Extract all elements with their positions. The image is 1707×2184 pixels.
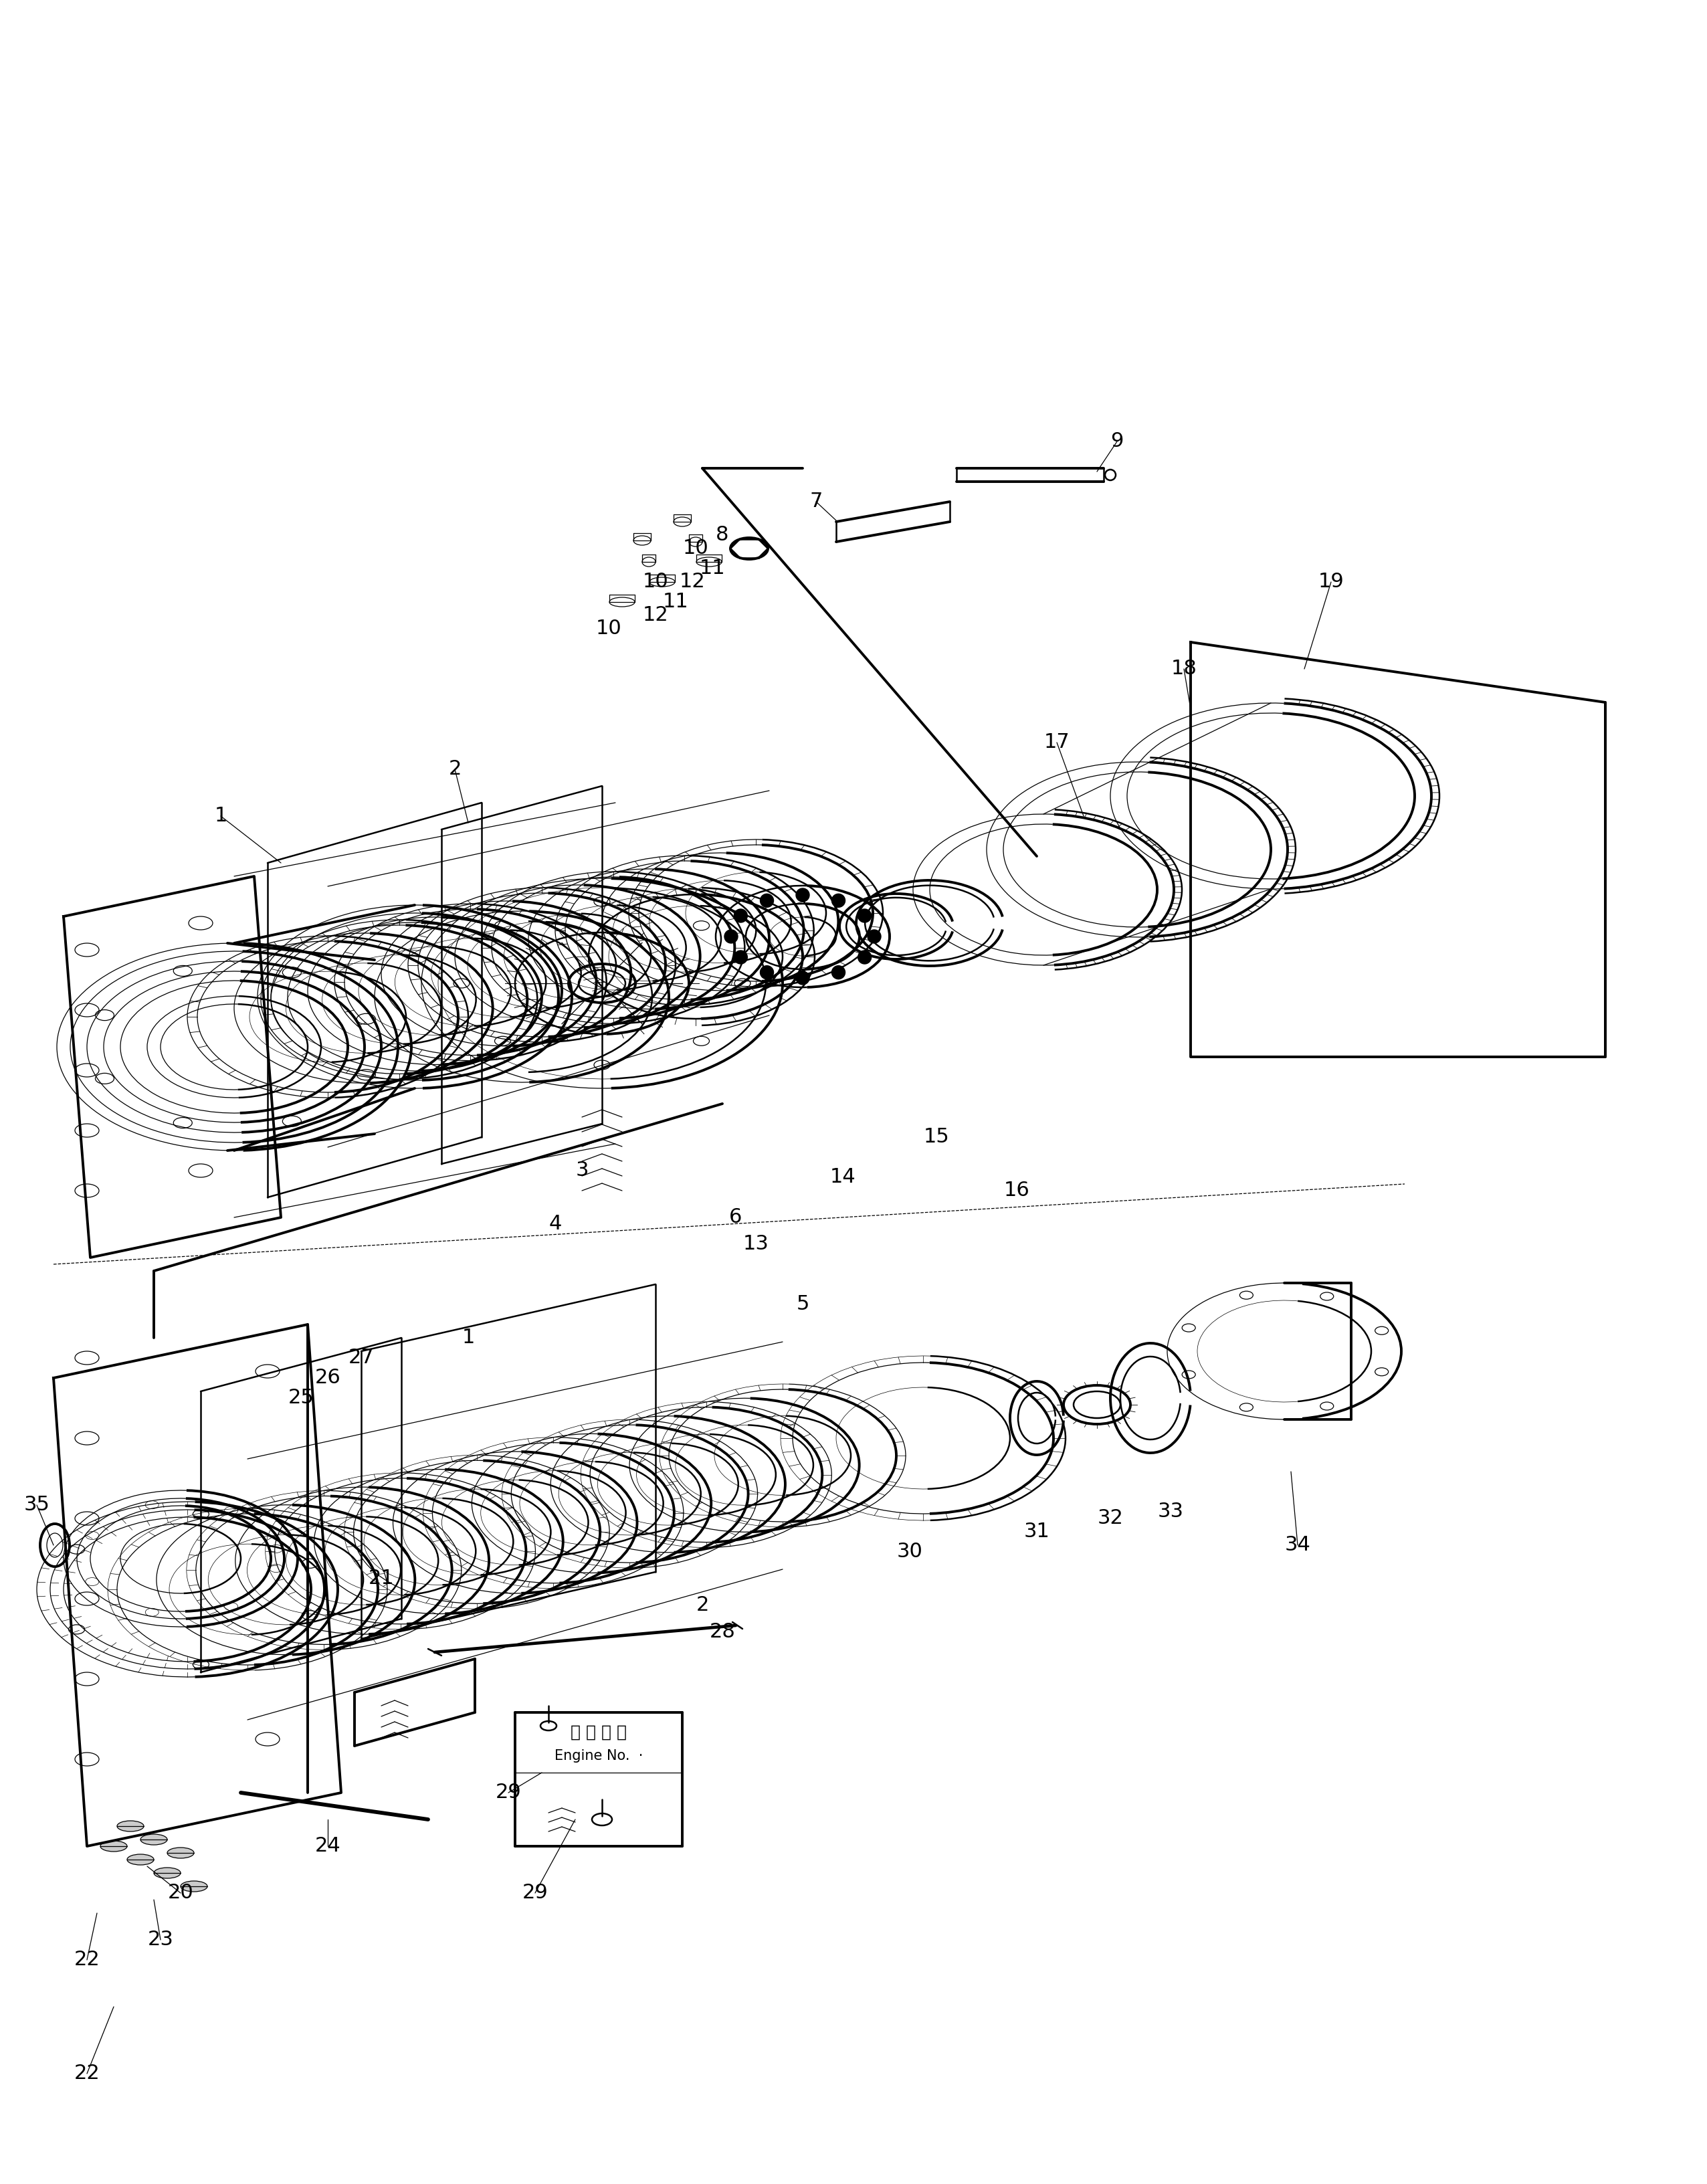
Circle shape (724, 930, 737, 943)
Text: 31: 31 (1024, 1522, 1050, 1542)
Ellipse shape (101, 1841, 126, 1852)
Text: 24: 24 (314, 1837, 341, 1856)
Text: 21: 21 (369, 1568, 394, 1588)
Text: 30: 30 (896, 1542, 923, 1562)
Text: 11: 11 (662, 592, 688, 612)
Text: 11: 11 (700, 559, 725, 579)
Circle shape (760, 893, 773, 906)
Text: 34: 34 (1285, 1535, 1311, 1555)
Text: 16: 16 (1004, 1182, 1029, 1201)
Text: 10: 10 (642, 572, 669, 592)
Text: 33: 33 (1157, 1503, 1183, 1522)
Text: 适 用 号 机: 适 用 号 机 (570, 1725, 626, 1741)
Text: 5: 5 (795, 1295, 809, 1315)
Text: Engine No.  ·: Engine No. · (555, 1749, 644, 1762)
Circle shape (859, 909, 871, 922)
Circle shape (734, 950, 748, 963)
Text: 3: 3 (575, 1162, 589, 1179)
Circle shape (859, 950, 871, 963)
Circle shape (734, 909, 748, 922)
Circle shape (831, 893, 845, 906)
Text: 22: 22 (73, 1950, 101, 1970)
Text: 8: 8 (715, 526, 729, 544)
Ellipse shape (140, 1835, 167, 1845)
Text: 23: 23 (147, 1931, 174, 1950)
Circle shape (760, 965, 773, 978)
Text: 25: 25 (288, 1389, 314, 1409)
Text: 2: 2 (696, 1597, 708, 1616)
Text: 13: 13 (743, 1234, 768, 1254)
Ellipse shape (118, 1821, 143, 1832)
Text: 12: 12 (642, 605, 669, 625)
Text: 10: 10 (596, 618, 621, 638)
Text: 20: 20 (167, 1883, 193, 1902)
Ellipse shape (154, 1867, 181, 1878)
Text: 22: 22 (73, 2064, 101, 2084)
Text: 18: 18 (1171, 660, 1197, 679)
Text: 10: 10 (683, 539, 708, 559)
Text: 29: 29 (522, 1883, 548, 1902)
Text: 1: 1 (215, 806, 227, 826)
Ellipse shape (181, 1880, 207, 1891)
Text: 2: 2 (449, 760, 461, 780)
Text: 26: 26 (314, 1367, 341, 1387)
Text: 27: 27 (348, 1348, 374, 1367)
Text: 12: 12 (679, 572, 705, 592)
Circle shape (795, 889, 809, 902)
Text: 6: 6 (729, 1208, 743, 1227)
Text: 29: 29 (495, 1782, 521, 1802)
Text: 14: 14 (830, 1168, 855, 1186)
Text: 28: 28 (710, 1623, 736, 1642)
Ellipse shape (167, 1848, 195, 1859)
Text: 19: 19 (1318, 572, 1343, 592)
Text: 15: 15 (923, 1127, 949, 1147)
Ellipse shape (126, 1854, 154, 1865)
Circle shape (867, 930, 881, 943)
Text: 9: 9 (1111, 432, 1123, 452)
Text: 4: 4 (548, 1214, 562, 1234)
Text: 32: 32 (1098, 1509, 1123, 1529)
Text: 1: 1 (461, 1328, 475, 1348)
Circle shape (795, 972, 809, 985)
Text: 17: 17 (1045, 734, 1070, 751)
Text: 7: 7 (809, 491, 823, 511)
Text: 35: 35 (24, 1496, 50, 1516)
Circle shape (831, 965, 845, 978)
